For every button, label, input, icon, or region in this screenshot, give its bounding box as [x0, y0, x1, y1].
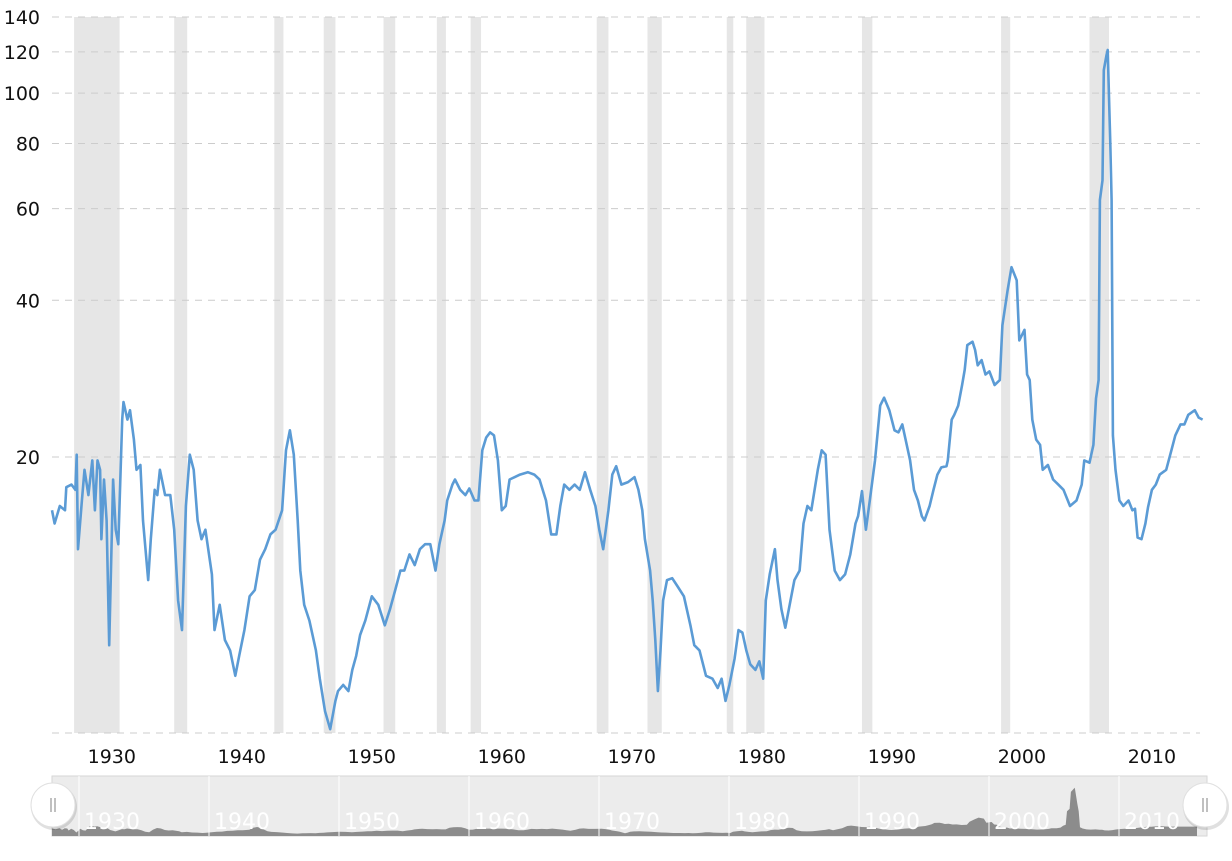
- shaded-period: [746, 17, 765, 733]
- y-tick-label: 40: [16, 290, 40, 312]
- navigator-tick-label: 1980: [734, 810, 790, 835]
- x-tick-label: 1960: [478, 746, 526, 768]
- y-tick-label: 20: [16, 447, 40, 469]
- x-axis: 1930 1940 1950 1960 1970 1980 1990 2000 2010: [88, 746, 1176, 768]
- x-tick-label: 1950: [348, 746, 396, 768]
- shaded-period: [470, 17, 482, 733]
- navigator-area: [52, 787, 1197, 836]
- shaded-period: [383, 17, 396, 733]
- x-tick-label: 1940: [218, 746, 266, 768]
- navigator-tick-label: 1960: [474, 810, 530, 835]
- x-tick-label: 2010: [1128, 746, 1176, 768]
- shaded-period: [861, 17, 873, 733]
- shaded-period: [647, 17, 662, 733]
- x-tick-label: 1990: [868, 746, 916, 768]
- y-tick-label: 100: [4, 83, 40, 105]
- navigator-tick-label: 1970: [604, 810, 660, 835]
- x-tick-label: 1970: [608, 746, 656, 768]
- shaded-period: [1001, 17, 1011, 733]
- y-axis: 20 40 60 80 100 120 140: [4, 7, 40, 469]
- series-layer: [50, 48, 1204, 731]
- navigator-tick-label: 2010: [1124, 810, 1180, 835]
- navigator-tick-label: 1990: [864, 810, 920, 835]
- x-tick-label: 2000: [998, 746, 1046, 768]
- grid-lines: [52, 16, 1200, 734]
- shaded-period: [74, 17, 120, 733]
- navigator-tick-label: 1930: [84, 810, 140, 835]
- y-tick-label: 120: [4, 42, 40, 64]
- shaded-period: [436, 17, 446, 733]
- shaded-period: [726, 17, 734, 733]
- navigator-tick-label: 2000: [994, 810, 1050, 835]
- y-tick-label: 60: [16, 199, 40, 221]
- navigator[interactable]: 1930 1940 1950 1960 1970 1980 1990 2000 2010: [30, 775, 1229, 837]
- y-tick-label: 80: [16, 134, 40, 156]
- shaded-periods: [74, 17, 1109, 733]
- navigator-tick-label: 1940: [214, 810, 270, 835]
- series-line: [50, 48, 1204, 731]
- y-tick-label: 140: [4, 7, 40, 29]
- x-tick-label: 1930: [88, 746, 136, 768]
- shaded-period: [323, 17, 336, 733]
- x-tick-label: 1980: [738, 746, 786, 768]
- handle-circle: [30, 782, 76, 828]
- shaded-period: [274, 17, 284, 733]
- shaded-period: [596, 17, 609, 733]
- navigator-left-handle[interactable]: [30, 782, 77, 830]
- handle-circle: [1182, 782, 1228, 828]
- navigator-tick-label: 1950: [344, 810, 400, 835]
- navigator-right-handle[interactable]: [1182, 782, 1229, 830]
